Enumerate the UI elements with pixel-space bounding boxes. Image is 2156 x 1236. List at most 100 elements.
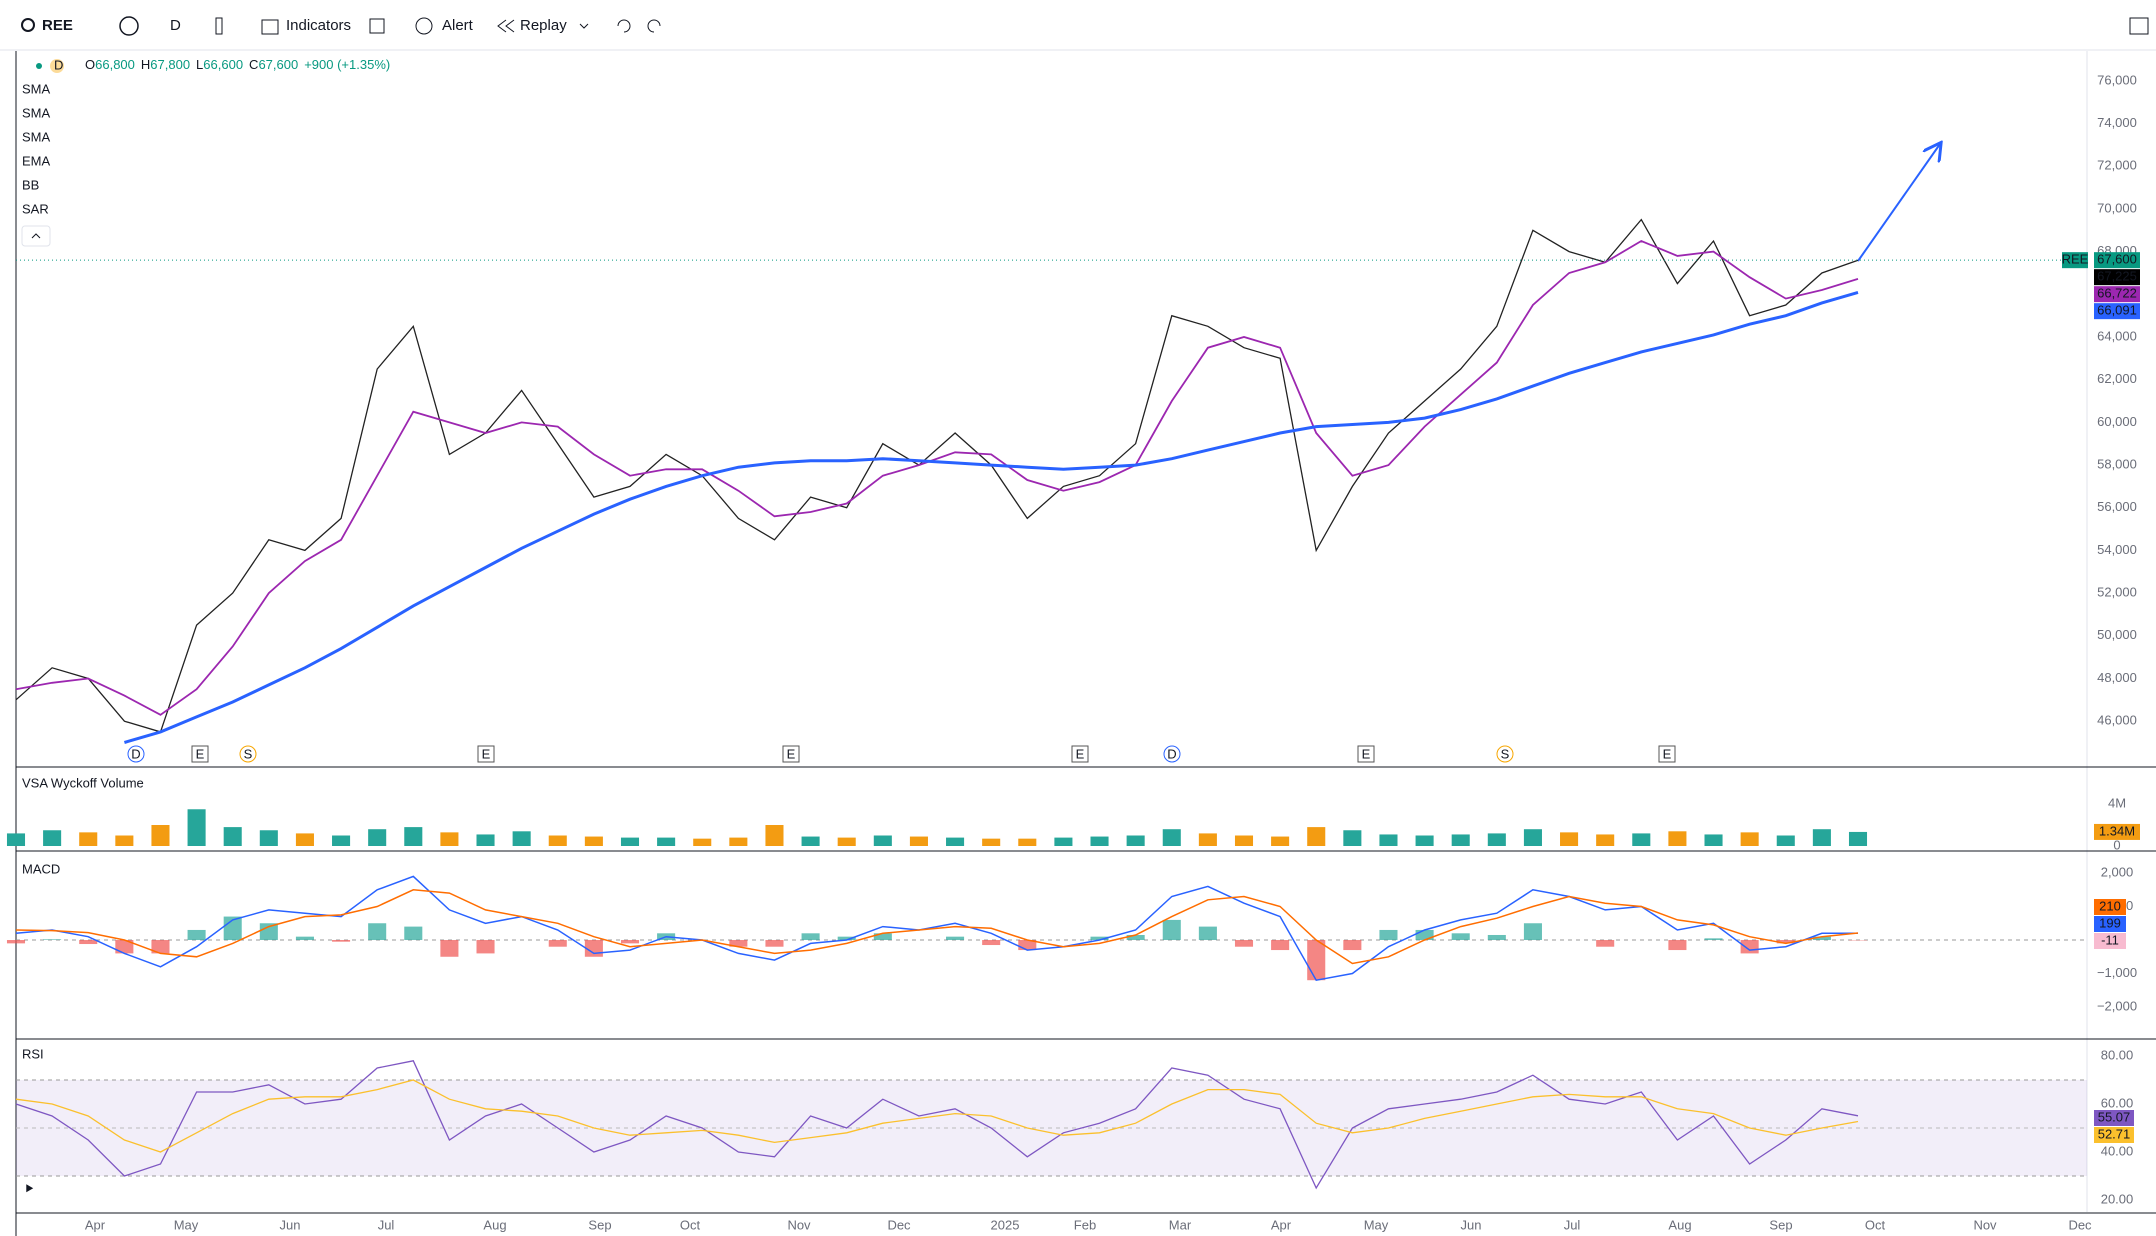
change-value: +900 (+1.35%) (304, 57, 390, 72)
trend-arrow (1857, 144, 1940, 262)
replay-icon[interactable] (497, 19, 515, 33)
macd-label: 199 (2099, 915, 2121, 930)
y-tick-label: 56,000 (2097, 499, 2137, 514)
time-label: Apr (85, 1217, 106, 1232)
rsi-label-bg (2094, 1110, 2134, 1126)
series-line (15, 218, 1859, 733)
undo-redo[interactable] (579, 19, 661, 33)
volume-bar (1415, 835, 1434, 846)
histogram-bar (476, 940, 495, 954)
y-tick-label: 58,000 (2097, 456, 2137, 471)
histogram-bar (259, 923, 278, 941)
pane-title: VSA Wyckoff Volume (22, 775, 144, 790)
y-tick-label: 50,000 (2097, 627, 2137, 642)
series-line (15, 875, 1858, 982)
series-line (15, 1060, 1859, 1190)
volume-bar (1812, 829, 1831, 846)
event-label: E (482, 746, 491, 761)
alert-button[interactable]: Alert (442, 17, 474, 34)
series-line (15, 889, 1859, 965)
layout-icon[interactable] (2129, 17, 2149, 35)
search-icon[interactable] (21, 18, 35, 32)
time-label: Feb (1074, 1217, 1096, 1232)
y-tick-label: 74,000 (2097, 115, 2137, 130)
volume-bar (1307, 827, 1326, 846)
volume-bar (1018, 838, 1037, 846)
volume-bar (440, 832, 459, 846)
histogram-bar (1307, 940, 1326, 981)
collapse-button[interactable] (21, 225, 51, 247)
histogram-bar (1018, 940, 1037, 951)
volume-bar (151, 825, 170, 846)
price-label: 67,600 (2097, 252, 2137, 267)
event-label: E (1362, 746, 1371, 761)
y-tick-label: 72,000 (2097, 158, 2137, 173)
templates[interactable] (369, 18, 385, 34)
volume-bar (1343, 830, 1362, 846)
time-label: Jun (1461, 1217, 1482, 1232)
macd-label-bg (2094, 916, 2126, 932)
volume-bar (693, 838, 712, 846)
histogram-bar (1379, 929, 1398, 941)
y-tick-label: −1,000 (2097, 965, 2137, 980)
rsi-label-bg (2094, 1127, 2134, 1143)
series-line (15, 239, 1859, 716)
volume-bar (43, 830, 62, 846)
volume-bar (584, 836, 603, 846)
y-tick-label: 48,000 (2097, 670, 2137, 685)
volume-bar (1126, 835, 1145, 846)
rsi-label: 55.07 (2098, 1109, 2131, 1124)
event-marker (1071, 745, 1089, 763)
y-tick-label: 64,000 (2097, 328, 2137, 343)
histogram-bar (1234, 940, 1254, 947)
volume-bar (476, 834, 495, 846)
histogram-bar (1271, 940, 1290, 951)
y-tick-label: 2,000 (2101, 864, 2134, 879)
time-label: Aug (483, 1217, 506, 1232)
replay-button[interactable]: Replay (520, 17, 567, 34)
c-label: C (249, 57, 258, 72)
study-label: SMA (22, 81, 51, 96)
pane-separators (16, 766, 2156, 1214)
histogram-bar (6, 940, 26, 944)
volume-bar (1740, 832, 1759, 846)
y-tick-label: 54,000 (2097, 542, 2137, 557)
time-label: Mar (1169, 1217, 1192, 1232)
histogram-bar (548, 940, 567, 947)
symbol[interactable]: REE (42, 17, 73, 34)
event-label: E (196, 746, 205, 761)
price-label: 66,091 (2097, 303, 2137, 318)
logo: ⯈ (24, 1181, 34, 1196)
collapse-icon (31, 233, 41, 239)
y-tick-label: 76,000 (2097, 72, 2137, 87)
event-marker (1357, 745, 1375, 763)
indicators-icon[interactable] (261, 19, 279, 35)
event-marker (1496, 745, 1514, 763)
histogram-bar (1704, 938, 1723, 941)
symbol-tag-bg (2062, 252, 2088, 269)
indicators-button[interactable]: Indicators (286, 17, 351, 34)
y-tick-label: 0 (2113, 837, 2120, 852)
add-symbol[interactable] (119, 16, 139, 36)
time-label: Oct (680, 1217, 701, 1232)
volume-bar (1776, 835, 1795, 846)
histogram-bar (729, 940, 748, 947)
time-label: Sep (1769, 1217, 1792, 1232)
alert-icon[interactable] (415, 17, 433, 35)
volume-bar (115, 835, 134, 846)
histogram-bar (368, 923, 387, 941)
histogram-bar (620, 940, 640, 944)
y-tick-label: 52,000 (2097, 585, 2137, 600)
histogram-bar (1415, 929, 1434, 941)
chart-type[interactable] (215, 17, 223, 35)
volume-bar (332, 835, 351, 846)
time-label: Dec (887, 1217, 911, 1232)
y-tick-label: 4M (2108, 795, 2126, 810)
event-marker (782, 745, 800, 763)
volume-bar (259, 830, 278, 846)
volume-bar (765, 825, 784, 846)
event-marker (1163, 745, 1181, 763)
low-value: 66,600 (203, 57, 243, 72)
interval[interactable]: D (170, 17, 181, 34)
